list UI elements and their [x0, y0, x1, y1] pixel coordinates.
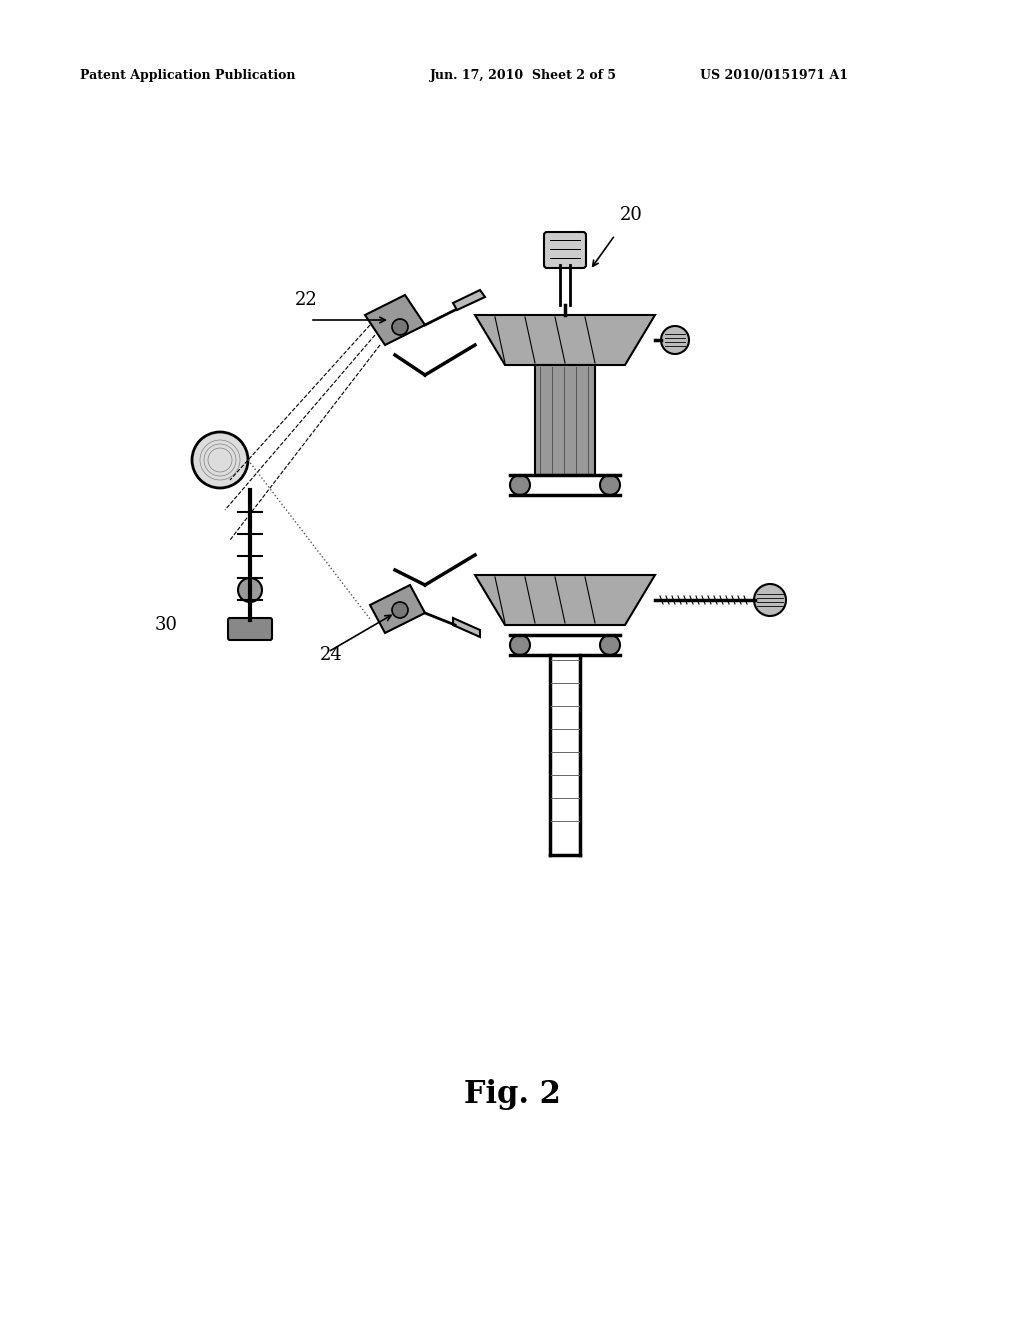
Text: 22: 22	[295, 290, 317, 309]
FancyBboxPatch shape	[228, 618, 272, 640]
Polygon shape	[453, 290, 485, 310]
FancyBboxPatch shape	[535, 366, 595, 475]
Polygon shape	[475, 315, 655, 366]
Circle shape	[510, 475, 530, 495]
Circle shape	[754, 583, 786, 616]
FancyBboxPatch shape	[544, 232, 586, 268]
Circle shape	[238, 578, 262, 602]
Polygon shape	[475, 576, 655, 624]
Polygon shape	[365, 294, 425, 345]
Text: Fig. 2: Fig. 2	[464, 1080, 560, 1110]
Polygon shape	[453, 618, 480, 638]
Polygon shape	[370, 585, 425, 634]
Circle shape	[600, 635, 620, 655]
Text: Jun. 17, 2010  Sheet 2 of 5: Jun. 17, 2010 Sheet 2 of 5	[430, 69, 617, 82]
Circle shape	[392, 602, 408, 618]
Text: US 2010/0151971 A1: US 2010/0151971 A1	[700, 69, 848, 82]
Text: 30: 30	[155, 616, 178, 634]
Circle shape	[510, 635, 530, 655]
Text: Patent Application Publication: Patent Application Publication	[80, 69, 296, 82]
Circle shape	[193, 432, 248, 488]
Circle shape	[392, 319, 408, 335]
Text: 24: 24	[319, 645, 343, 664]
Circle shape	[600, 475, 620, 495]
Text: 20: 20	[620, 206, 643, 224]
Circle shape	[662, 326, 689, 354]
